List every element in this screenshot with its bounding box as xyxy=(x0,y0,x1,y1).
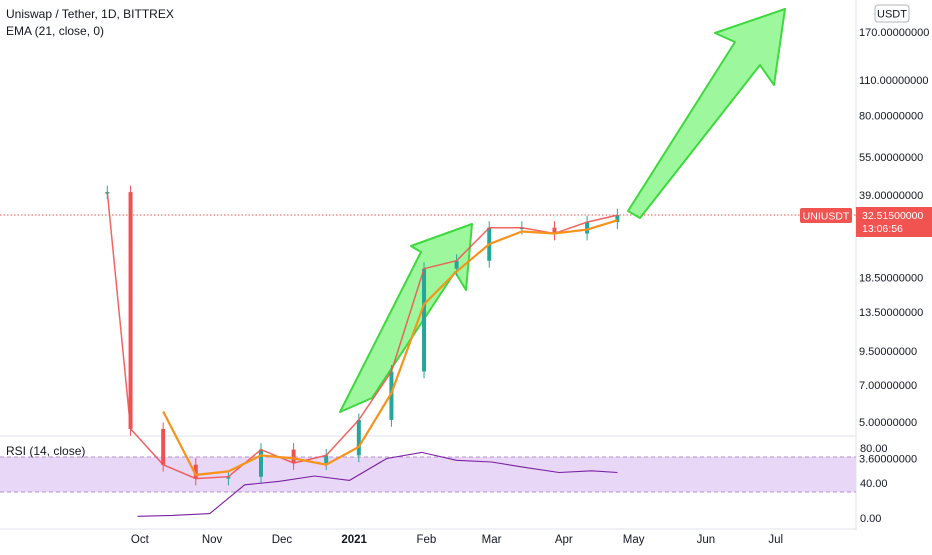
currency-label: USDT xyxy=(877,9,907,21)
symbol-tag-label: UNIUSDT xyxy=(803,211,850,223)
price-tick-label: 80.00000000 xyxy=(859,110,923,122)
candlestick-series xyxy=(105,185,620,486)
countdown-timer: 13:06:56 xyxy=(862,223,903,235)
last-price-value: 32.51500000 xyxy=(862,210,923,222)
price-tick-label: 110.00000000 xyxy=(859,75,929,87)
rsi-axis[interactable]: 80.00 40.00 0.00 xyxy=(860,443,888,525)
time-tick-label: Jun xyxy=(697,534,716,546)
candle-body xyxy=(422,268,427,372)
time-tick-label: Dec xyxy=(272,534,293,546)
candle xyxy=(193,458,198,486)
time-tick-label: Oct xyxy=(131,534,150,546)
candle xyxy=(161,422,166,472)
price-tick-label: 39.00000000 xyxy=(859,190,923,202)
candle-body xyxy=(615,215,620,223)
rsi-band xyxy=(0,457,856,492)
candle-body xyxy=(161,428,166,465)
candle xyxy=(226,470,231,486)
candle-body xyxy=(226,476,231,479)
candle xyxy=(585,215,590,241)
price-tick-label: 5.00000000 xyxy=(859,417,917,429)
price-tick-label: 7.00000000 xyxy=(859,380,917,392)
candle xyxy=(389,365,394,427)
symbol-tag xyxy=(800,208,852,223)
time-tick-label: 2021 xyxy=(341,534,367,546)
ema-line xyxy=(162,219,618,477)
candle-body xyxy=(324,455,329,464)
rsi-tick-label: 80.00 xyxy=(860,443,888,455)
candle-body xyxy=(585,222,590,234)
price-tick-label: 3.60000000 xyxy=(859,453,917,465)
trend-arrow-small[interactable] xyxy=(339,223,473,413)
trend-arrow-large[interactable] xyxy=(627,8,786,219)
candle-body xyxy=(128,192,133,429)
time-axis[interactable]: Oct Nov Dec 2021 Feb Mar Apr May Jun Jul xyxy=(131,534,783,546)
price-axis[interactable]: 350.00000000250.00000000170.00000000110.… xyxy=(859,0,929,465)
price-tick-label: 18.50000000 xyxy=(859,272,923,284)
time-tick-label: May xyxy=(623,534,645,546)
price-series-line xyxy=(106,192,618,480)
rsi-legend[interactable]: RSI (14, close) xyxy=(6,444,86,458)
ema-legend[interactable]: EMA (21, close, 0) xyxy=(6,24,105,38)
price-tick-label: 55.00000000 xyxy=(859,152,923,164)
time-tick-label: Feb xyxy=(416,534,436,546)
time-tick-label: Apr xyxy=(555,534,573,546)
last-price-tag xyxy=(856,207,932,237)
chart-title[interactable]: Uniswap / Tether, 1D, BITTREX xyxy=(6,7,174,21)
candle xyxy=(128,185,133,436)
candle xyxy=(422,262,427,379)
candle xyxy=(291,443,296,470)
rsi-tick-label: 40.00 xyxy=(860,478,888,490)
rsi-tick-label: 0.00 xyxy=(860,513,881,525)
price-pane[interactable] xyxy=(0,0,856,432)
candle-body xyxy=(291,449,296,464)
price-tick-label: 170.00000000 xyxy=(859,27,929,39)
price-tick-label: 9.50000000 xyxy=(859,346,917,358)
time-tick-label: Nov xyxy=(202,534,223,546)
time-tick-label: Mar xyxy=(482,534,502,546)
candle-body xyxy=(454,260,459,269)
candle xyxy=(615,208,620,229)
candle xyxy=(356,413,361,463)
candle-body xyxy=(552,227,557,234)
price-tick-label: 13.50000000 xyxy=(859,307,923,319)
candle-body xyxy=(389,371,394,420)
currency-button[interactable] xyxy=(874,4,910,23)
candle xyxy=(552,221,557,241)
candle-body xyxy=(193,464,198,479)
candle-body xyxy=(258,449,263,477)
candle xyxy=(324,448,329,470)
rsi-line xyxy=(137,451,618,517)
candle-body xyxy=(356,419,361,456)
time-tick-label: Jul xyxy=(768,534,783,546)
